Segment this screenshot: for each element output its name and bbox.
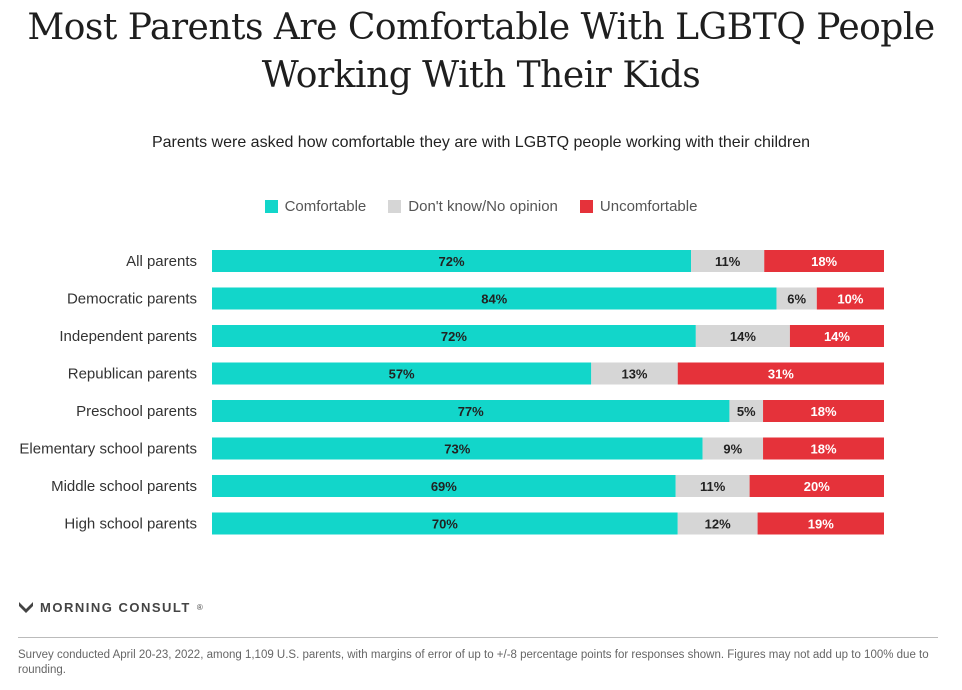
data-label-middle-school-parents-uncomfortable: 20% [804,479,830,494]
bar-all-parents-dont-know [691,250,765,272]
category-label-democratic-parents: Democratic parents [67,291,197,308]
data-label-all-parents-dont-know: 11% [715,254,741,269]
morning-consult-logo: MORNING CONSULT ® [18,600,204,615]
bar-high-school-parents-uncomfortable [757,512,884,535]
bar-preschool-parents-dont-know [729,400,764,422]
stacked-bar-chart: All parents 72% 11% 18% Democratic parents 84… [19,250,884,535]
data-label-high-school-parents-uncomfortable: 19% [808,517,834,532]
legend-label-uncomfortable: Uncomfortable [599,198,698,215]
category-label-middle-school-parents: Middle school parents [51,478,197,495]
legend-item-comfortable: Comfortable [264,198,367,215]
category-label-all-parents: All parents [126,253,197,270]
bar-elementary-school-parents-uncomfortable [763,437,884,460]
data-label-elementary-school-parents-comfortable: 73% [444,442,470,457]
bar-democratic-parents-comfortable [212,287,777,310]
bar-middle-school-parents-dont-know [675,475,750,497]
data-label-all-parents-uncomfortable: 18% [811,254,837,269]
logo-text: MORNING CONSULT [40,600,191,615]
legend-item-uncomfortable: Uncomfortable [579,198,698,215]
bar-all-parents-comfortable [212,250,692,272]
category-label-elementary-school-parents: Elementary school parents [19,441,197,458]
bar-independent-parents-dont-know [695,325,790,347]
data-label-high-school-parents-comfortable: 70% [432,517,458,532]
category-label-preschool-parents: Preschool parents [76,403,197,420]
bar-independent-parents-comfortable [212,325,696,347]
category-label-high-school-parents: High school parents [64,516,197,533]
bar-elementary-school-parents-comfortable [212,437,703,460]
data-label-republican-parents-comfortable: 57% [389,367,415,382]
bar-high-school-parents-comfortable [212,512,678,535]
bar-republican-parents-uncomfortable [677,362,884,385]
legend-swatch-dont-know [388,200,402,213]
data-label-elementary-school-parents-uncomfortable: 18% [811,442,837,457]
legend-label-dont-know: Don't know/No opinion [408,198,558,215]
bar-preschool-parents-uncomfortable [763,400,884,422]
bar-elementary-school-parents-dont-know [702,437,764,460]
morning-consult-logo-icon [19,602,33,613]
bar-high-school-parents-dont-know [677,512,758,535]
legend: Comfortable Don't know/No opinion Uncomf… [0,198,962,215]
data-label-democratic-parents-dont-know: 6% [787,292,806,307]
legend-label-comfortable: Comfortable [284,198,367,215]
legend-swatch-uncomfortable [579,200,593,213]
bar-preschool-parents-comfortable [212,400,730,422]
legend-swatch-comfortable [264,200,278,213]
bar-middle-school-parents-comfortable [212,475,676,497]
bar-republican-parents-comfortable [212,362,592,385]
data-label-middle-school-parents-comfortable: 69% [431,479,457,494]
bar-republican-parents-dont-know [591,362,678,385]
chart-title: Most Parents Are Comfortable With LGBTQ … [27,7,935,96]
bar-all-parents-uncomfortable [764,250,884,272]
bar-independent-parents-uncomfortable [789,325,884,347]
logo-mark: ® [196,603,205,612]
data-label-elementary-school-parents-dont-know: 9% [723,442,742,457]
data-label-preschool-parents-comfortable: 77% [458,404,484,419]
bar-democratic-parents-dont-know [776,287,817,310]
chart-subtitle: Parents were asked how comfortable they … [151,134,811,151]
data-label-democratic-parents-comfortable: 84% [481,292,507,307]
footer-divider [18,637,938,638]
category-label-republican-parents: Republican parents [68,366,197,383]
data-label-independent-parents-comfortable: 72% [441,329,467,344]
category-label-independent-parents: Independent parents [59,328,197,345]
data-label-all-parents-comfortable: 72% [439,254,465,269]
footnote: Survey conducted April 20-23, 2022, amon… [18,649,929,676]
bar-middle-school-parents-uncomfortable [749,475,884,497]
data-label-independent-parents-dont-know: 14% [730,329,756,344]
data-label-preschool-parents-uncomfortable: 18% [811,404,837,419]
data-label-preschool-parents-dont-know: 5% [737,404,756,419]
data-label-high-school-parents-dont-know: 12% [705,517,731,532]
data-label-republican-parents-dont-know: 13% [621,367,647,382]
legend-item-dont-know: Don't know/No opinion [388,198,558,215]
data-label-republican-parents-uncomfortable: 31% [768,367,794,382]
data-label-democratic-parents-uncomfortable: 10% [837,292,863,307]
bar-democratic-parents-uncomfortable [816,287,884,310]
data-label-middle-school-parents-dont-know: 11% [700,479,726,494]
data-label-independent-parents-uncomfortable: 14% [824,329,850,344]
